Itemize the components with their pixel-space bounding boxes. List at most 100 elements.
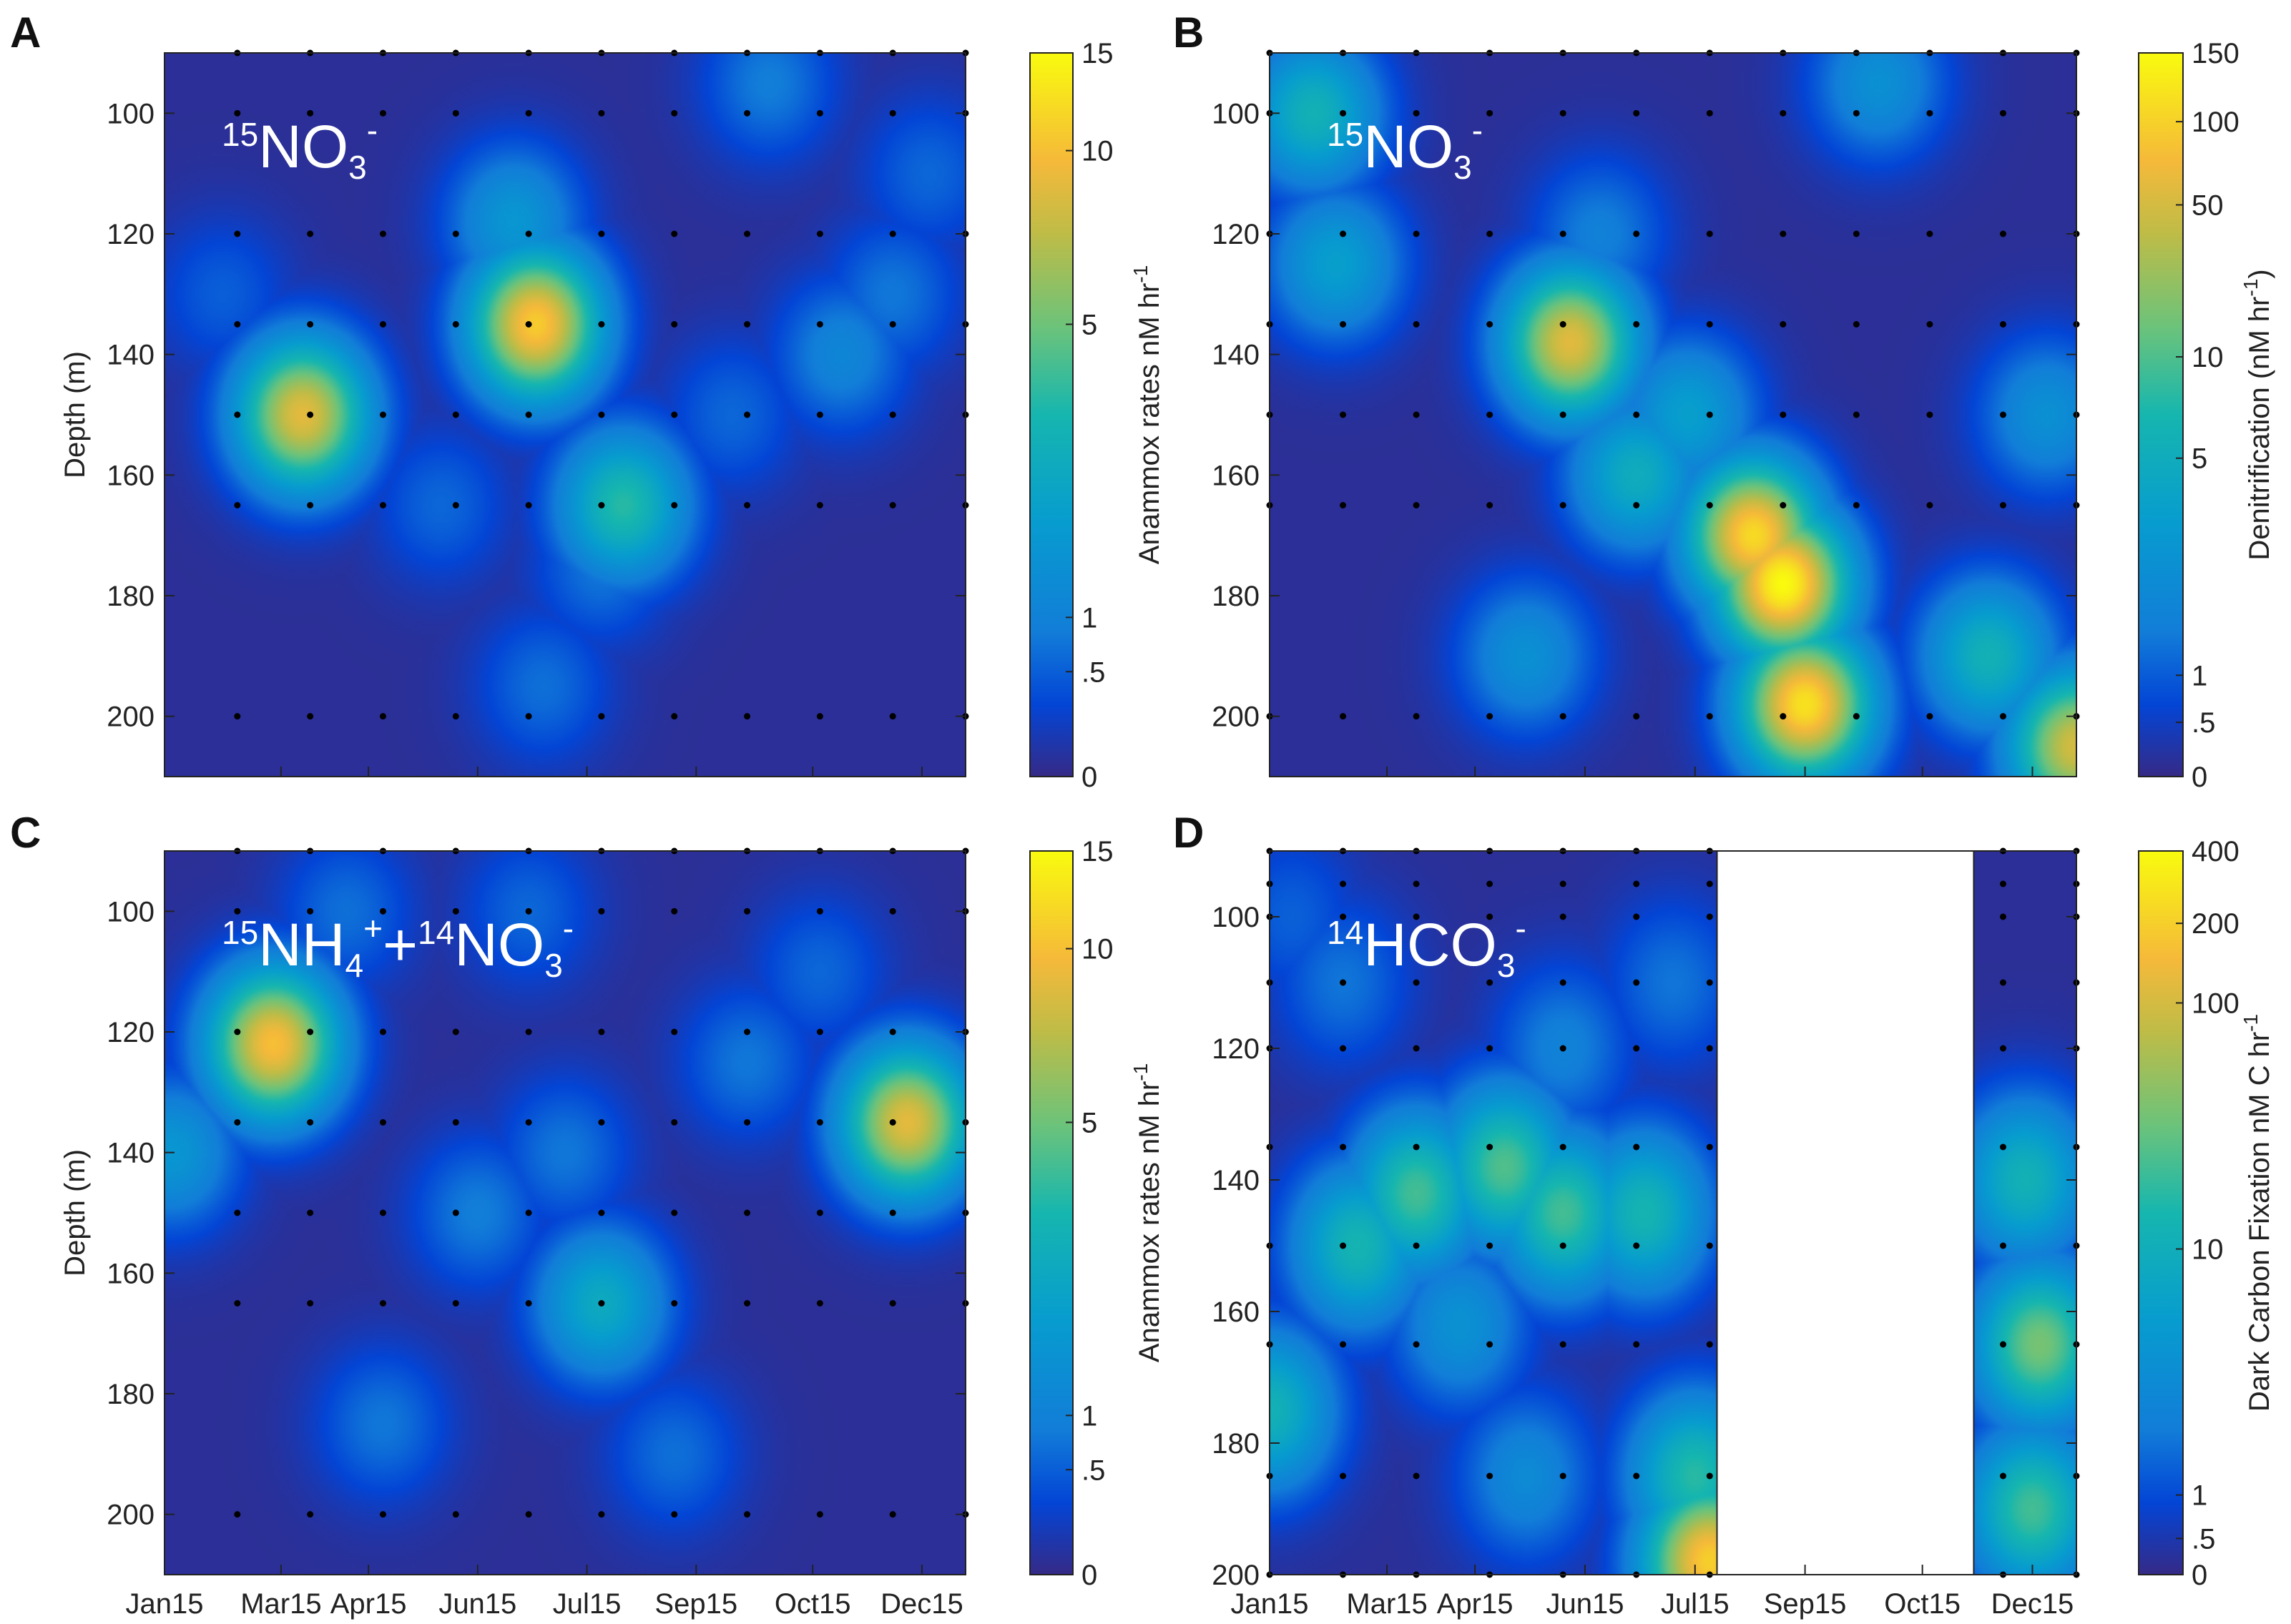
sample-point bbox=[525, 1300, 532, 1306]
colorbar-tick-label: 5 bbox=[2192, 443, 2207, 475]
panel-letter: D bbox=[1173, 809, 1204, 857]
y-tick-label: 160 bbox=[1212, 1296, 1260, 1328]
tracer-label-part: NH bbox=[258, 911, 345, 978]
x-tick-label: Jun15 bbox=[1546, 1588, 1624, 1620]
panel-letter: C bbox=[10, 809, 41, 857]
colorbar-tick-label: 1 bbox=[1081, 602, 1097, 634]
sample-point bbox=[234, 1511, 241, 1518]
sample-point bbox=[889, 907, 896, 915]
sample-point bbox=[234, 1209, 241, 1216]
sample-point bbox=[1559, 979, 1566, 986]
sample-point bbox=[671, 1028, 678, 1035]
sample-point bbox=[1559, 109, 1566, 117]
sample-point bbox=[816, 1300, 823, 1306]
sample-point bbox=[671, 1119, 678, 1126]
tracer-label: 15NO3- bbox=[222, 112, 378, 186]
sample-point bbox=[744, 502, 751, 508]
sample-point bbox=[1486, 713, 1493, 720]
sample-point bbox=[379, 1028, 386, 1035]
sample-point bbox=[1413, 109, 1420, 117]
sample-point bbox=[1413, 1242, 1420, 1249]
sample-point bbox=[744, 1511, 751, 1518]
sample-point bbox=[379, 109, 386, 117]
sample-point bbox=[452, 411, 459, 418]
sample-point bbox=[1999, 1045, 2006, 1052]
colorbar-title-sup: -1 bbox=[2240, 1014, 2262, 1032]
sample-point bbox=[452, 1119, 459, 1126]
x-tick-label: Jan15 bbox=[1231, 1588, 1309, 1620]
sample-point bbox=[234, 502, 241, 508]
y-tick-label: 180 bbox=[1212, 1428, 1260, 1460]
sample-point bbox=[1340, 1143, 1347, 1151]
x-tick-label: Apr15 bbox=[330, 1588, 407, 1620]
sample-point bbox=[525, 502, 532, 508]
sample-point bbox=[889, 1300, 896, 1306]
sample-point bbox=[889, 411, 896, 418]
y-tick-label: 180 bbox=[107, 1379, 154, 1410]
sample-point bbox=[1926, 713, 1933, 720]
tracer-label-part: 14 bbox=[418, 914, 454, 951]
sample-point bbox=[1633, 109, 1640, 117]
sample-point bbox=[1413, 1341, 1420, 1348]
plot-frame bbox=[1269, 52, 2077, 777]
sample-point bbox=[452, 1209, 459, 1216]
colorbar-tick-label: 0 bbox=[2192, 1560, 2207, 1591]
colorbar-tick-label: 15 bbox=[1081, 836, 1114, 867]
sample-point bbox=[1999, 109, 2006, 117]
sample-point bbox=[234, 1028, 241, 1035]
sample-point bbox=[1413, 913, 1420, 920]
sample-point bbox=[307, 907, 314, 915]
sample-point bbox=[525, 411, 532, 418]
sample-point bbox=[816, 1119, 823, 1126]
sample-point bbox=[379, 411, 386, 418]
sample-point bbox=[1340, 1472, 1347, 1480]
sample-point bbox=[1706, 913, 1713, 920]
colorbar-tick-label: 5 bbox=[1081, 1108, 1097, 1139]
tracer-label-part: 3 bbox=[544, 947, 563, 984]
sample-point bbox=[744, 1119, 751, 1126]
tracer-label-part: NO bbox=[454, 911, 544, 978]
sample-point bbox=[234, 1300, 241, 1306]
sample-point bbox=[1633, 411, 1640, 418]
colorbar-title-sup: -1 bbox=[2240, 279, 2262, 297]
sample-point bbox=[379, 713, 386, 720]
sample-point bbox=[307, 1300, 314, 1306]
y-tick-label: 120 bbox=[1212, 219, 1260, 250]
sample-point bbox=[1340, 109, 1347, 117]
sample-point bbox=[307, 230, 314, 237]
sample-point bbox=[1559, 1472, 1566, 1480]
sample-point bbox=[1559, 230, 1566, 237]
panel-letter: A bbox=[10, 9, 41, 56]
colorbar-title-tail: ) bbox=[2244, 269, 2275, 278]
colorbar bbox=[2138, 850, 2184, 1575]
y-tick-label: 100 bbox=[107, 896, 154, 927]
sample-point bbox=[307, 1028, 314, 1035]
sample-point bbox=[1486, 1341, 1493, 1348]
sample-point bbox=[452, 1028, 459, 1035]
y-tick-label: 200 bbox=[107, 1500, 154, 1531]
sample-point bbox=[816, 1511, 823, 1518]
colorbar-tick-label: 10 bbox=[1081, 136, 1114, 167]
sample-point bbox=[234, 109, 241, 117]
sample-point bbox=[1559, 713, 1566, 720]
sample-point bbox=[889, 1209, 896, 1216]
colorbar-title-text: Anammox rates nM hr bbox=[1134, 283, 1165, 564]
sample-point bbox=[598, 411, 605, 418]
sample-point bbox=[671, 502, 678, 508]
sample-point bbox=[1780, 230, 1787, 237]
sample-point bbox=[1340, 1045, 1347, 1052]
x-tick-label: Jul15 bbox=[553, 1588, 622, 1620]
sample-point bbox=[744, 109, 751, 117]
sample-point bbox=[816, 230, 823, 237]
sample-point bbox=[452, 502, 459, 508]
tracer-label-part: 15 bbox=[222, 914, 258, 951]
sample-point bbox=[1633, 1143, 1640, 1151]
sample-point bbox=[307, 713, 314, 720]
sample-point bbox=[598, 1119, 605, 1126]
sample-point bbox=[1486, 321, 1493, 328]
sample-point bbox=[1559, 1143, 1566, 1151]
sample-point bbox=[1413, 713, 1420, 720]
x-tick-label: Jun15 bbox=[438, 1588, 516, 1620]
sample-point bbox=[452, 1511, 459, 1518]
sample-point bbox=[525, 1028, 532, 1035]
